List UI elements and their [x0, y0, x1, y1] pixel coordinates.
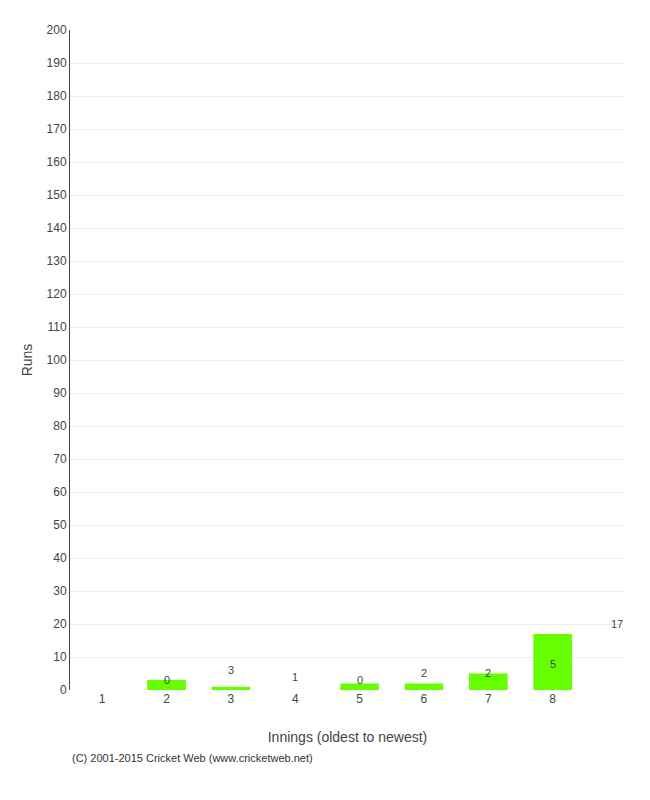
- svg-text:90: 90: [53, 386, 67, 400]
- svg-text:30: 30: [53, 584, 67, 598]
- svg-text:50: 50: [53, 518, 67, 532]
- svg-text:3: 3: [228, 664, 234, 676]
- svg-text:180: 180: [47, 89, 67, 103]
- svg-text:20: 20: [53, 617, 67, 631]
- svg-text:200: 200: [47, 23, 67, 37]
- svg-text:150: 150: [47, 188, 67, 202]
- svg-text:170: 170: [47, 122, 67, 136]
- svg-text:160: 160: [47, 155, 67, 169]
- svg-text:(C) 2001-2015 Cricket Web (www: (C) 2001-2015 Cricket Web (www.cricketwe…: [72, 752, 313, 764]
- svg-text:2: 2: [421, 667, 427, 679]
- svg-text:5: 5: [550, 658, 556, 670]
- svg-text:0: 0: [164, 674, 170, 686]
- svg-text:10: 10: [53, 650, 67, 664]
- svg-text:3: 3: [228, 692, 235, 706]
- svg-text:0: 0: [60, 683, 67, 697]
- svg-text:60: 60: [53, 485, 67, 499]
- svg-text:140: 140: [47, 221, 67, 235]
- svg-text:1: 1: [99, 692, 106, 706]
- svg-text:6: 6: [421, 692, 428, 706]
- svg-text:100: 100: [47, 353, 67, 367]
- svg-text:1: 1: [292, 671, 298, 683]
- svg-text:5: 5: [356, 692, 363, 706]
- svg-text:Innings (oldest to newest): Innings (oldest to newest): [268, 729, 428, 745]
- svg-text:70: 70: [53, 452, 67, 466]
- svg-text:110: 110: [47, 320, 66, 334]
- svg-text:40: 40: [53, 551, 67, 565]
- svg-text:17: 17: [611, 618, 623, 630]
- svg-text:Runs: Runs: [19, 344, 35, 377]
- svg-text:0: 0: [357, 674, 363, 686]
- svg-text:7: 7: [485, 692, 492, 706]
- svg-text:2: 2: [163, 692, 170, 706]
- svg-text:2: 2: [485, 667, 491, 679]
- svg-text:80: 80: [53, 419, 67, 433]
- svg-text:4: 4: [292, 692, 299, 706]
- svg-text:120: 120: [47, 287, 67, 301]
- svg-text:8: 8: [549, 692, 556, 706]
- svg-text:130: 130: [47, 254, 67, 268]
- svg-text:190: 190: [47, 56, 67, 70]
